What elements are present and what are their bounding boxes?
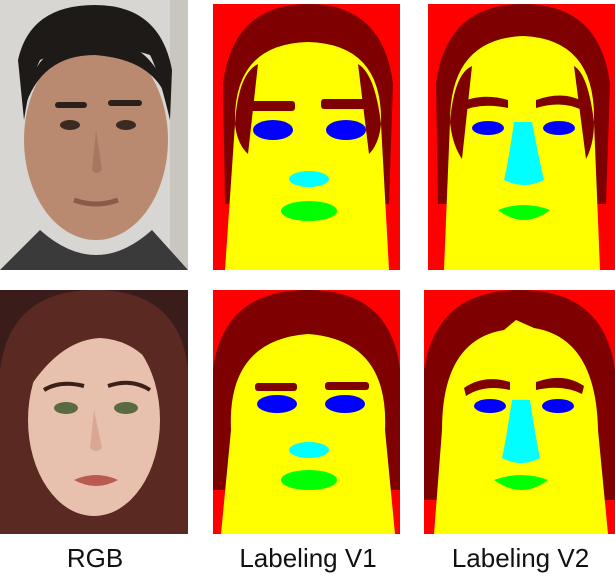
caption-labeling-v2: Labeling V2 — [451, 543, 590, 573]
labeling-v1-man — [213, 4, 400, 270]
rgb-photo-man — [0, 0, 188, 270]
caption-labeling-v1: Labeling V1 — [239, 543, 377, 573]
labeling-v2-woman — [424, 290, 615, 534]
rgb-photo-woman — [0, 290, 188, 534]
labeling-v2-man — [428, 4, 615, 270]
labeling-v1-woman — [213, 290, 400, 534]
caption-rgb: RGB — [66, 543, 124, 573]
